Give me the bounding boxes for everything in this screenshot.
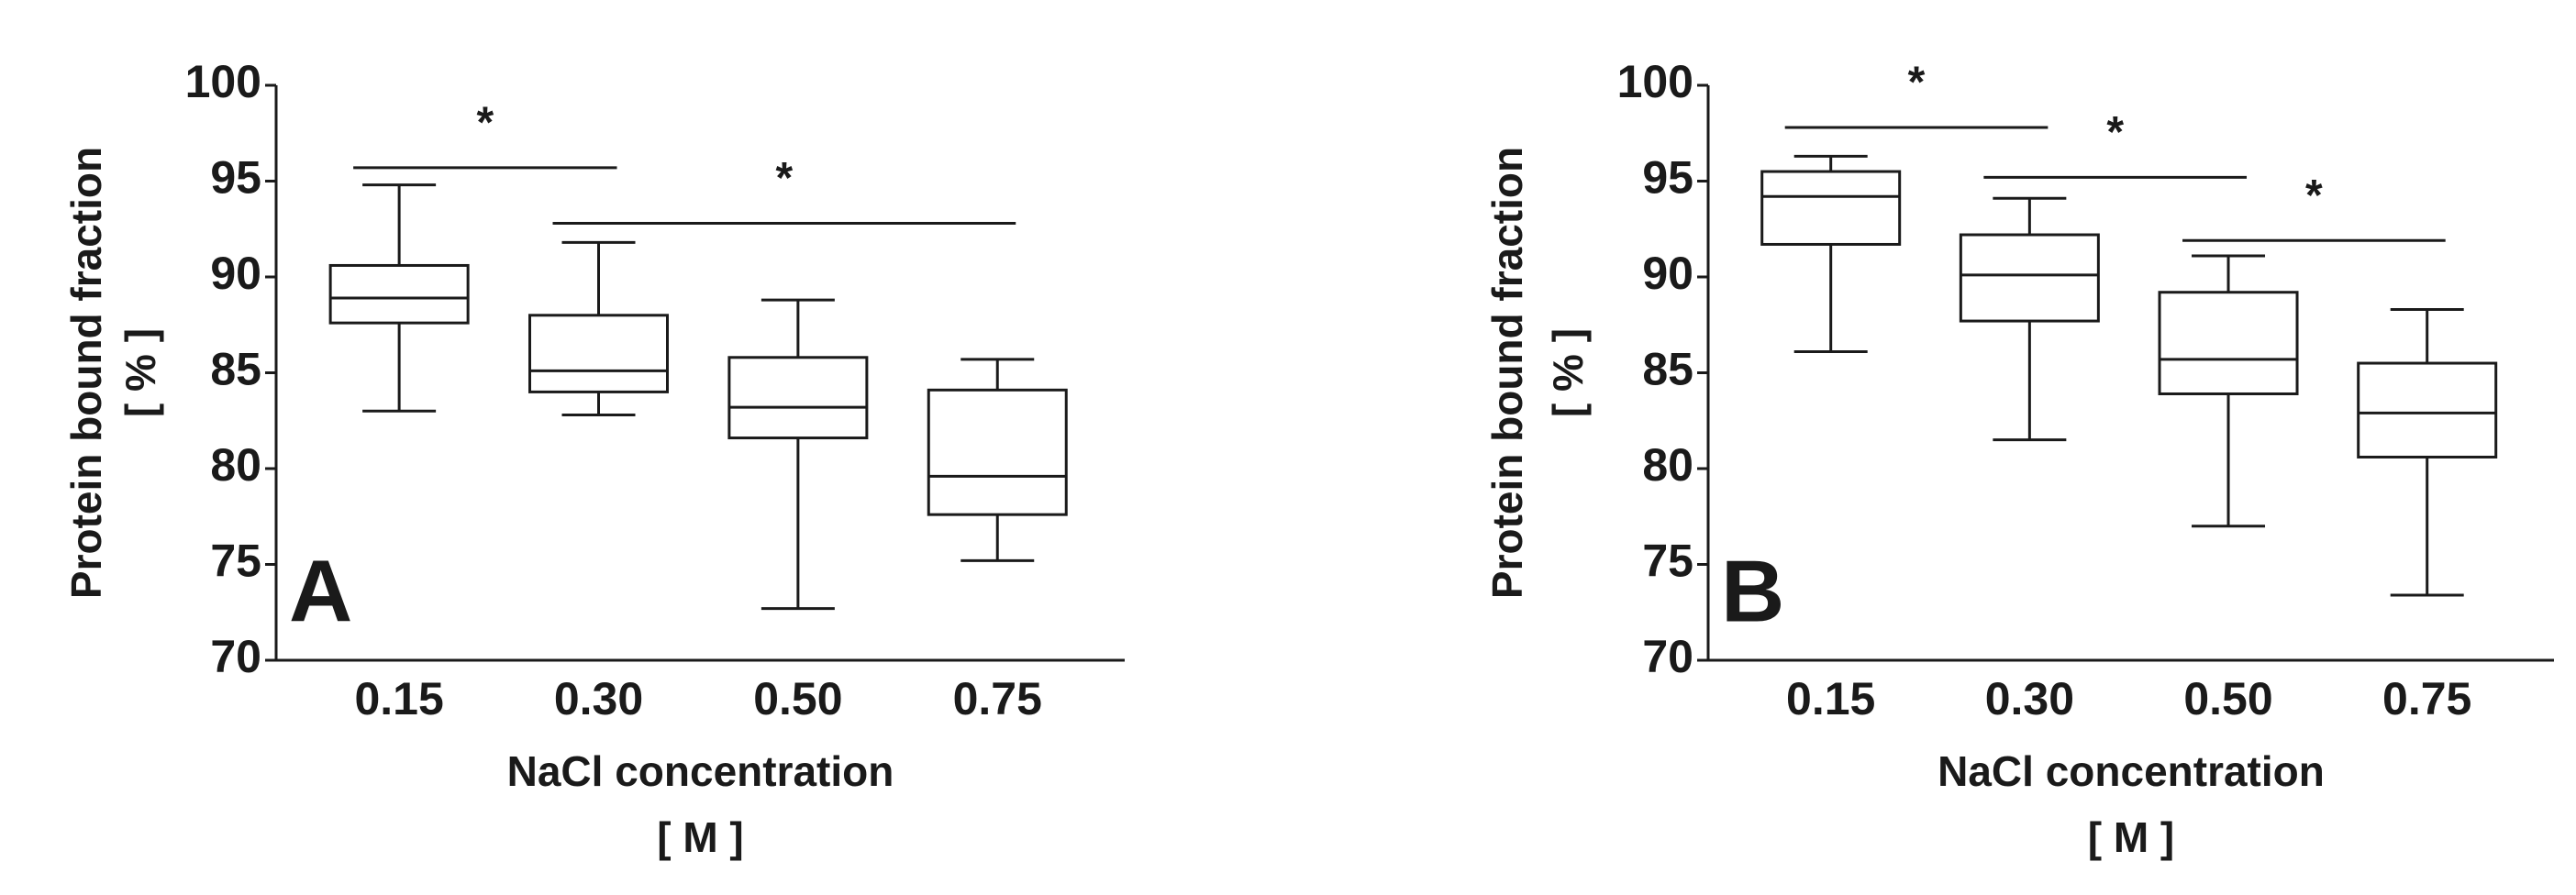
y-tick-label: 95 — [1642, 152, 1693, 204]
y-tick-label: 75 — [210, 536, 261, 587]
significance-label: * — [476, 99, 494, 148]
x-tick-label: 0.30 — [554, 673, 643, 724]
y-tick-label: 85 — [210, 344, 261, 395]
y-tick-label: 70 — [210, 631, 261, 682]
box — [2158, 291, 2299, 395]
significance-label: * — [1908, 59, 1926, 107]
significance-label: * — [2106, 108, 2124, 157]
panel-label: B — [1721, 542, 1784, 640]
y-tick-label: 100 — [185, 56, 261, 107]
x-tick-label: 0.50 — [753, 673, 842, 724]
significance-label: * — [776, 154, 794, 203]
box — [328, 263, 470, 325]
x-tick-label: 0.75 — [2382, 673, 2471, 724]
x-axis-title: [ M ] — [2088, 813, 2175, 861]
y-axis-title: Protein bound fraction — [62, 147, 110, 599]
y-tick-label: 80 — [1642, 439, 1693, 491]
box — [1760, 170, 1902, 246]
y-axis-title: Protein bound fraction — [1483, 147, 1531, 599]
y-tick-label: 95 — [210, 152, 261, 204]
x-tick-label: 0.15 — [1786, 673, 1875, 724]
y-tick-label: 70 — [1642, 631, 1693, 682]
box — [528, 314, 669, 393]
x-tick-label: 0.50 — [2183, 673, 2272, 724]
y-axis-title: [ % ] — [1544, 328, 1592, 417]
y-tick-label: 75 — [1642, 536, 1693, 587]
x-axis-title: NaCl concentration — [1938, 747, 2325, 795]
y-tick-label: 90 — [210, 248, 261, 299]
panel-label: A — [289, 542, 352, 640]
x-tick-label: 0.75 — [953, 673, 1042, 724]
x-axis-title: [ M ] — [657, 813, 744, 861]
box — [727, 356, 869, 440]
x-tick-label: 0.30 — [1985, 673, 2074, 724]
y-tick-label: 80 — [210, 439, 261, 491]
box — [927, 388, 1068, 516]
significance-label: * — [2305, 171, 2323, 220]
box — [1959, 233, 2100, 323]
y-axis-title: [ % ] — [117, 328, 164, 417]
x-tick-label: 0.15 — [354, 673, 443, 724]
y-tick-label: 90 — [1642, 248, 1693, 299]
y-tick-label: 100 — [1617, 56, 1693, 107]
y-tick-label: 85 — [1642, 344, 1693, 395]
x-axis-title: NaCl concentration — [507, 747, 894, 795]
box — [2357, 361, 2498, 459]
